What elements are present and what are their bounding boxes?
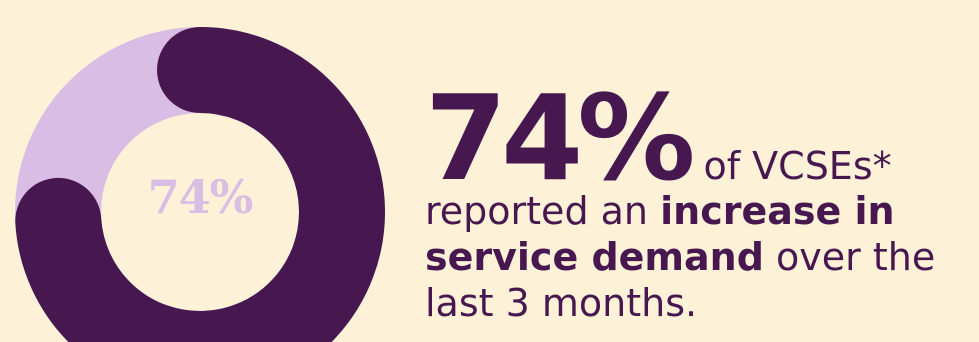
- headline-row: 74% of VCSEs*: [425, 69, 965, 207]
- donut-slice-value: [15, 27, 385, 342]
- body-text: reported an increase in service demand o…: [425, 188, 965, 326]
- headline-tail: of VCSEs*: [703, 144, 892, 188]
- body-text-bold: increase in service demand: [425, 189, 895, 279]
- headline-percent: 74%: [425, 69, 695, 207]
- donut-center-label: 74%: [147, 170, 254, 224]
- body-text-part-2: over the last 3 months.: [425, 235, 936, 325]
- body-text-part-1: reported an: [425, 189, 649, 233]
- stat-block: 74% of VCSEs* reported an increase in se…: [425, 69, 965, 326]
